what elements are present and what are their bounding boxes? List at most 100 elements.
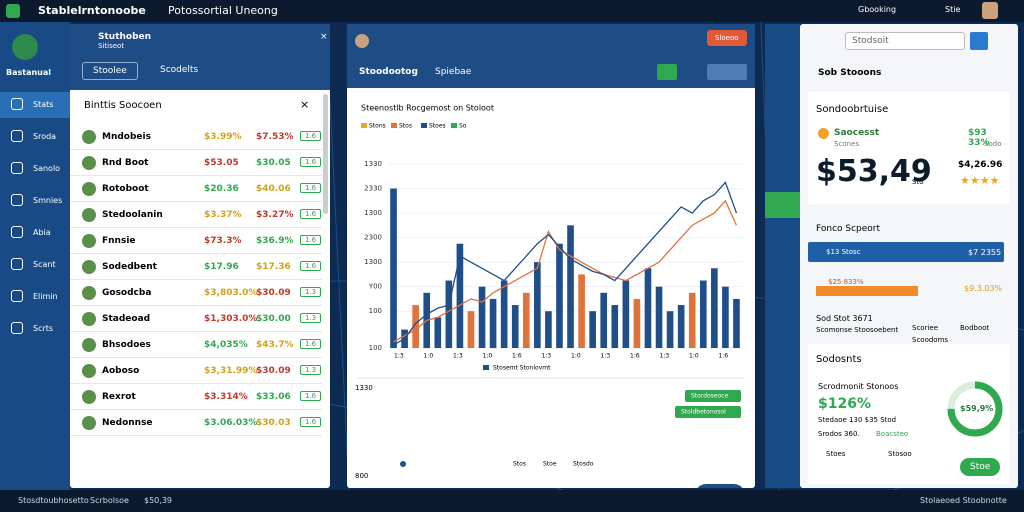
row-icon — [82, 286, 96, 300]
row-name: Mndobeis — [102, 132, 151, 142]
row-name: Nedonnse — [102, 418, 153, 428]
row-value: 1.6 — [300, 157, 322, 167]
row-icon — [82, 390, 96, 404]
list-row[interactable]: Nedonnse $3.06.03% $30.03 1.6 — [70, 410, 322, 436]
row-value: $40.06 — [256, 184, 291, 194]
nav-item[interactable]: Stats — [33, 100, 54, 109]
tab[interactable]: Stoolee — [82, 62, 138, 80]
bar — [556, 243, 563, 348]
row-name: Aoboso — [102, 366, 140, 376]
row-value: $30.03 — [256, 418, 291, 428]
row-value: 1.3 — [300, 313, 322, 323]
nav-item[interactable]: Scrts — [33, 324, 54, 333]
list-row[interactable]: Rexrot $3.314% $33.06 1.6 — [70, 384, 322, 410]
y-tick-label: 100 — [369, 307, 382, 315]
bar — [500, 280, 508, 348]
row-value: $30.00 — [256, 314, 291, 324]
icon-button[interactable] — [707, 64, 747, 80]
y-tick-label: 100 — [369, 344, 382, 352]
legend-entry: Stoes — [429, 123, 446, 130]
button[interactable]: Stoe — [960, 458, 1001, 476]
nav-item[interactable]: Scant — [33, 260, 56, 269]
row-value: $7.53% — [256, 132, 294, 142]
bar — [589, 311, 596, 348]
tab[interactable]: Sob Stooons — [818, 68, 882, 78]
close[interactable]: × — [300, 98, 310, 111]
lower-legend: Stosdo — [573, 461, 594, 468]
bar — [522, 292, 530, 348]
row-value: $17.36 — [256, 262, 291, 272]
list-subtitle: Sitiseot — [98, 42, 125, 50]
nav-icon — [11, 322, 23, 334]
nav-icon — [11, 194, 23, 206]
list-row[interactable]: Gosodcba $3,803.0% $30.09 1.3 — [70, 280, 322, 306]
x-tick-label: 1:6 — [512, 353, 522, 360]
app-title: Stablelrntonoobe — [38, 4, 146, 17]
row-value: 1.6 — [300, 235, 322, 245]
row-value: $30.09 — [256, 288, 291, 298]
row-name: Fnnsie — [102, 236, 136, 246]
row-icon — [82, 338, 96, 352]
nav-item[interactable]: Sroda — [33, 132, 57, 141]
row-value: $17.96 — [204, 262, 239, 272]
chart-header: Sloeoo Stoodootog Spiebae — [347, 24, 755, 88]
rating: ★★★★ — [960, 174, 1000, 187]
user-name[interactable]: Gbooking — [858, 5, 897, 14]
row-name: Stedoolanin — [102, 210, 163, 220]
nav-item[interactable]: Abia — [33, 228, 51, 237]
search-button[interactable] — [970, 32, 988, 50]
list-row[interactable]: Aoboso $3,31.99% $30.09 1.3 — [70, 358, 322, 384]
row-value: 1.3 — [300, 287, 322, 297]
donut — [947, 381, 1003, 437]
sidebar: Bastanual Stats Sroda Sanolo Smnies Abia Scan… — [0, 22, 70, 490]
list-row[interactable]: Sodedbent $17.96 $17.36 1.6 — [70, 254, 322, 280]
tab[interactable]: Spiebae — [435, 67, 472, 77]
avatar[interactable] — [982, 2, 998, 19]
badge — [675, 406, 741, 418]
lower-legend: Stos — [513, 461, 526, 468]
button[interactable]: Sloeoo — [707, 30, 747, 46]
close[interactable]: × — [320, 32, 328, 42]
rail-active[interactable] — [765, 192, 800, 218]
legend-entry: Stoes — [826, 450, 846, 458]
x-tick-label: 1:0 — [483, 353, 493, 360]
bar — [699, 280, 707, 348]
nav-icon — [11, 98, 23, 110]
section-title: Sodosnts — [816, 354, 862, 365]
list-row[interactable]: Rotoboot $20.36 $40.06 1.6 — [70, 176, 322, 202]
bar — [644, 268, 652, 348]
row-icon — [82, 234, 96, 248]
row-value: 1.6 — [300, 209, 322, 219]
brand-logo — [12, 34, 38, 60]
top-bar: Stablelrntonoobe Potossortial Uneong Gbo… — [0, 0, 1024, 22]
list-row[interactable]: Fnnsie $73.3% $36.9% 1.6 — [70, 228, 322, 254]
row-icon — [82, 208, 96, 222]
nav-item[interactable]: Sanolo — [33, 164, 61, 173]
x-tick-label: 1:6 — [630, 353, 640, 360]
status-count: $50,39 — [144, 496, 172, 505]
list-row[interactable]: Stadeoad $1,303.0% $30.00 1.3 — [70, 306, 322, 332]
list-row[interactable]: Mndobeis $3.99% $7.53% 1.6 — [70, 124, 322, 150]
nav-item[interactable]: Elimin — [33, 292, 58, 301]
progress-bar: $25 833% — [816, 278, 918, 296]
list-row[interactable]: Bhsodoes $4,035% $43.7% 1.6 — [70, 332, 322, 358]
stat: Scoriee — [912, 324, 939, 332]
row-value: $43.7% — [256, 340, 294, 350]
tab[interactable]: Scodelts — [160, 65, 199, 75]
list-row[interactable]: Stedoolanin $3.37% $3.27% 1.6 — [70, 202, 322, 228]
lower-legend: Stoe — [543, 461, 557, 468]
search[interactable]: Stodsoit — [845, 32, 965, 50]
list-row[interactable]: Rnd Boot $53.05 $30.05 1.6 — [70, 150, 322, 176]
legend-entry: Stons — [369, 123, 386, 130]
scrollbar[interactable] — [323, 94, 328, 214]
nav-icon — [11, 226, 23, 238]
nav-icon — [11, 130, 23, 142]
icon-button[interactable] — [657, 64, 677, 80]
nav-item[interactable]: Smnies — [33, 196, 63, 205]
status-mid: Scrbolsoe — [90, 496, 129, 505]
detail-panel: Stodsoit Sob Stooons Sondoobrtuise Saoce… — [800, 24, 1018, 488]
coin-icon — [818, 128, 829, 139]
chip[interactable] — [695, 484, 745, 488]
bar — [478, 286, 486, 348]
legend-swatch — [451, 123, 457, 128]
